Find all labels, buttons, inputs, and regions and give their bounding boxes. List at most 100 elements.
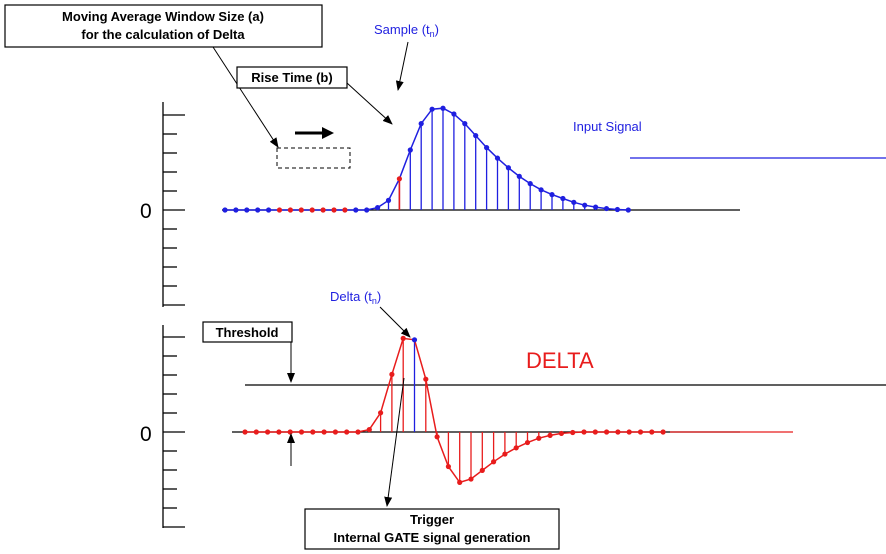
data-point bbox=[375, 205, 381, 211]
zero-label-bottom: 0 bbox=[140, 423, 152, 446]
input-signal-label: Input Signal bbox=[573, 119, 642, 134]
trigger-label-box bbox=[304, 508, 560, 550]
data-point bbox=[637, 429, 644, 435]
input-signal-stems bbox=[376, 108, 619, 210]
data-point bbox=[353, 207, 359, 213]
window-size-label-box bbox=[4, 4, 323, 48]
data-point bbox=[222, 207, 228, 213]
data-point bbox=[538, 187, 544, 193]
data-point bbox=[255, 207, 261, 213]
data-point bbox=[457, 479, 463, 485]
data-point bbox=[253, 429, 259, 435]
trigger-label-line1: Trigger bbox=[410, 512, 454, 527]
data-point bbox=[614, 206, 621, 213]
data-point bbox=[298, 207, 304, 213]
data-point bbox=[332, 429, 338, 435]
data-point bbox=[321, 429, 327, 435]
data-point bbox=[536, 435, 542, 441]
data-point bbox=[484, 145, 490, 151]
data-point bbox=[593, 204, 599, 210]
delta-signal-curve bbox=[245, 337, 664, 484]
data-point bbox=[473, 133, 479, 139]
data-point bbox=[451, 111, 457, 117]
window-size-label-line1: Moving Average Window Size (a) bbox=[62, 9, 264, 24]
data-point bbox=[505, 165, 511, 171]
data-point bbox=[418, 121, 424, 127]
data-point bbox=[385, 197, 392, 203]
zero-label-top: 0 bbox=[140, 200, 152, 223]
data-point bbox=[549, 192, 555, 198]
rise-time-pointer bbox=[346, 82, 393, 125]
trigger-pointer bbox=[384, 377, 405, 507]
data-point bbox=[298, 429, 305, 435]
data-point bbox=[429, 106, 435, 112]
data-point bbox=[342, 207, 348, 213]
data-point bbox=[423, 376, 429, 382]
data-point bbox=[389, 371, 395, 377]
rise-time-label: Rise Time (b) bbox=[251, 70, 332, 85]
data-point bbox=[491, 459, 497, 465]
data-point bbox=[558, 430, 565, 437]
delta-title: DELTA bbox=[526, 348, 594, 373]
data-point bbox=[378, 410, 384, 416]
input-signal-points bbox=[222, 105, 631, 213]
data-point bbox=[287, 207, 293, 213]
data-point bbox=[309, 207, 315, 213]
data-point bbox=[527, 181, 533, 187]
data-point bbox=[494, 155, 501, 161]
data-point bbox=[396, 176, 402, 182]
data-point bbox=[233, 207, 239, 213]
data-point bbox=[434, 434, 440, 440]
data-point bbox=[266, 207, 272, 213]
data-point bbox=[244, 207, 250, 213]
data-point bbox=[320, 207, 326, 213]
data-point bbox=[242, 429, 248, 435]
rise-time-label-box bbox=[236, 66, 348, 89]
data-point bbox=[571, 199, 577, 205]
threshold-label-box bbox=[202, 321, 293, 343]
data-point bbox=[502, 451, 508, 457]
delta-point-pointer bbox=[379, 306, 411, 338]
data-point bbox=[355, 429, 361, 435]
data-point bbox=[604, 429, 610, 435]
top-scale-ruler bbox=[162, 102, 185, 307]
threshold-label: Threshold bbox=[216, 325, 279, 340]
data-point bbox=[364, 207, 370, 213]
data-point bbox=[344, 429, 350, 435]
data-point bbox=[524, 439, 531, 446]
data-point bbox=[516, 173, 522, 179]
data-point bbox=[276, 207, 283, 213]
delta-signal-stems bbox=[368, 338, 574, 483]
data-point bbox=[581, 429, 587, 435]
data-point bbox=[592, 429, 598, 435]
data-point bbox=[287, 429, 293, 435]
data-point bbox=[462, 121, 468, 127]
delta-point-label: Delta (tn) bbox=[330, 289, 381, 306]
data-point bbox=[560, 195, 566, 202]
delta-signal-points bbox=[242, 335, 666, 485]
data-point bbox=[603, 205, 610, 212]
data-point bbox=[400, 335, 406, 341]
data-point bbox=[310, 429, 316, 435]
data-point bbox=[660, 429, 666, 435]
data-point bbox=[366, 427, 372, 433]
data-point bbox=[411, 337, 418, 343]
bottom-scale-ruler bbox=[162, 325, 185, 528]
data-point bbox=[570, 429, 576, 436]
data-point bbox=[513, 445, 519, 451]
data-point bbox=[265, 429, 271, 435]
sample-pointer bbox=[395, 41, 409, 91]
data-point bbox=[468, 476, 474, 482]
window-size-pointer bbox=[212, 46, 279, 148]
sample-label: Sample (tn) bbox=[374, 22, 439, 39]
window-size-label-line2: for the calculation of Delta bbox=[81, 27, 245, 42]
data-point bbox=[582, 202, 588, 208]
data-point bbox=[331, 207, 337, 213]
data-point bbox=[276, 429, 282, 435]
input-signal-curve bbox=[225, 107, 629, 211]
data-point bbox=[626, 429, 632, 435]
data-point bbox=[649, 429, 655, 435]
data-point bbox=[479, 467, 485, 473]
data-point bbox=[615, 429, 621, 435]
